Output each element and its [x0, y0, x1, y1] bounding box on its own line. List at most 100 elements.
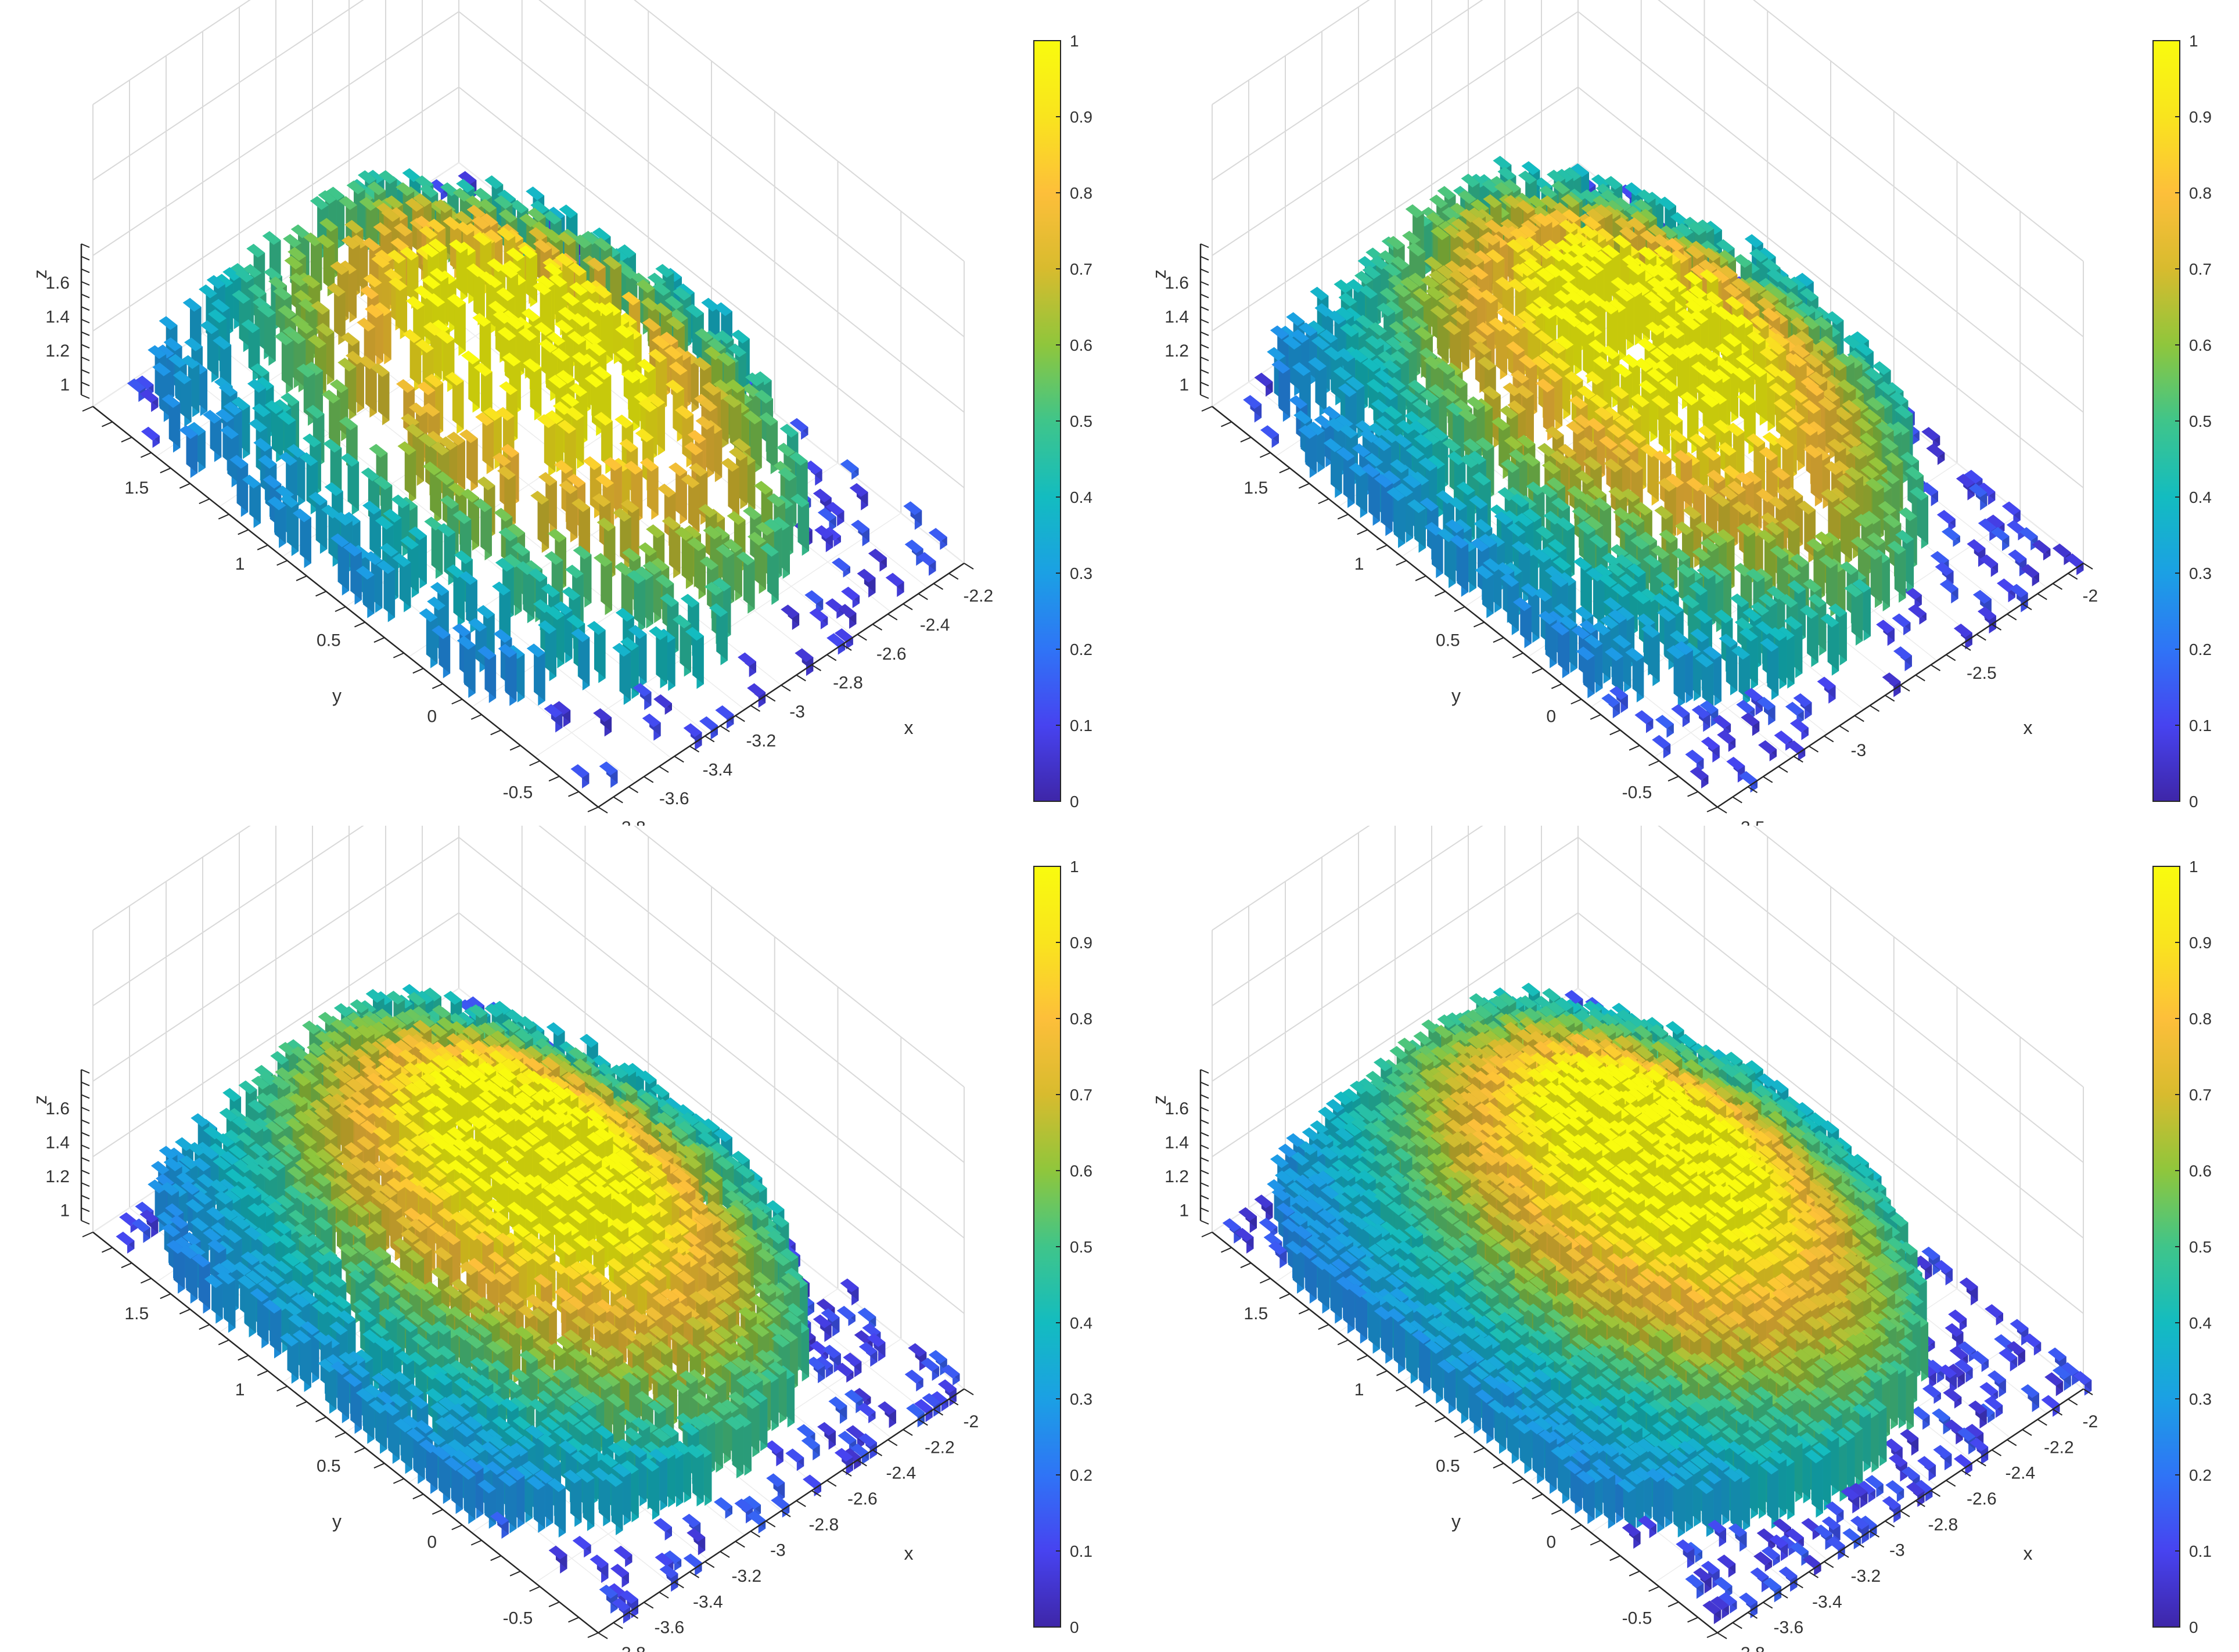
bar-face: [1677, 347, 1690, 405]
bar-top: [222, 1088, 242, 1102]
bar-top: [379, 1015, 398, 1030]
bar-top: [603, 457, 622, 471]
bar-top: [755, 521, 774, 536]
bar-top: [1607, 562, 1625, 577]
bar-top: [1472, 217, 1491, 231]
bar-top: [778, 467, 797, 481]
bar-top: [1742, 607, 1762, 622]
bar-top: [572, 498, 591, 512]
bar-top: [647, 272, 666, 287]
data-bars: [1243, 156, 2084, 793]
bar-top: [1872, 361, 1891, 375]
bar-top: [1569, 395, 1588, 409]
bar-top: [1574, 289, 1593, 304]
bar-face: [1647, 443, 1659, 501]
bar-top: [1579, 620, 1598, 634]
bar-top: [498, 209, 517, 223]
bar-top: [542, 210, 562, 225]
bar-top: [1419, 497, 1439, 512]
bar-top: [1465, 251, 1484, 266]
bar-top: [712, 577, 731, 592]
bar-top: [1626, 512, 1645, 526]
bar-top: [369, 444, 388, 458]
bar-top: [387, 1016, 407, 1030]
bar-top: [457, 636, 476, 650]
bar-top: [355, 566, 375, 580]
bar-top: [488, 300, 507, 315]
bar-top: [270, 1051, 289, 1065]
bar-top: [155, 344, 174, 359]
bar-top: [545, 606, 565, 620]
bar-top: [278, 305, 297, 319]
bar-top: [405, 197, 424, 212]
bar-top: [1585, 371, 1604, 385]
bar-top: [538, 472, 557, 486]
bar-top: [1354, 271, 1373, 285]
bar-top: [1979, 554, 1999, 568]
bar-top: [1386, 236, 1405, 250]
bar-top: [1387, 377, 1406, 391]
bar-top: [355, 1024, 375, 1039]
bar-top: [1717, 250, 1736, 264]
bar-top: [620, 499, 639, 513]
bar-top: [303, 1052, 322, 1067]
bar-top: [1536, 268, 1555, 282]
bar-top: [365, 989, 384, 1003]
bar-top: [384, 195, 403, 210]
bar-top: [452, 188, 472, 202]
bar-top: [1784, 616, 1803, 630]
bar-top: [374, 249, 393, 264]
bar-top: [1681, 316, 1701, 330]
bar-top: [711, 526, 730, 540]
bar-top: [660, 593, 679, 607]
bar-top: [1714, 609, 1733, 624]
bar-top: [1573, 414, 1593, 429]
bar-top: [1306, 422, 1325, 436]
bar-top: [1401, 316, 1421, 330]
bar-top: [767, 493, 785, 508]
bar-top: [1638, 246, 1656, 261]
bar-top: [456, 1012, 475, 1026]
bar-top: [1791, 344, 1810, 358]
bar-face: [239, 290, 251, 348]
bar-top: [1698, 260, 1717, 273]
bar-top: [422, 275, 441, 289]
bar-top: [251, 403, 271, 418]
bar-top: [1580, 244, 1600, 258]
bar-top: [581, 298, 601, 313]
bar-top: [1339, 323, 1359, 337]
bar-top: [533, 281, 552, 296]
bar-top: [731, 329, 750, 344]
bar-top: [1693, 610, 1712, 624]
bar-top: [1601, 693, 1620, 708]
bar-face: [634, 570, 646, 628]
bar-top: [1503, 382, 1522, 397]
bar-top: [832, 557, 850, 572]
bar-top: [573, 545, 592, 560]
bar-top: [1271, 359, 1291, 374]
bar-top: [1385, 336, 1404, 351]
bar-top: [1910, 487, 1929, 501]
bar-top: [303, 232, 322, 247]
bar-top: [1286, 312, 1305, 326]
bar-top: [1776, 486, 1795, 501]
bar-top: [455, 221, 475, 236]
bar-top: [1681, 595, 1700, 609]
bar-top: [1879, 437, 1899, 451]
bar-top: [594, 302, 613, 316]
x-tick-label: -2.5: [1967, 664, 1997, 683]
bar-top: [1865, 478, 1884, 492]
bar-top: [530, 200, 549, 214]
bar-face: [300, 508, 311, 564]
bar-top: [405, 423, 425, 438]
bar-top: [278, 1042, 297, 1056]
bar-top: [653, 303, 673, 316]
bar-top: [172, 370, 192, 384]
bar-top: [1664, 411, 1683, 426]
bar-top: [359, 197, 378, 211]
bar-top: [296, 363, 315, 378]
bar-top: [1450, 311, 1469, 325]
plot-svg-1: -0.500.511.5-3.5-3-2.5-211.21.41.6yxz00.…: [1149, 0, 2212, 826]
bar-top: [1347, 323, 1367, 338]
bar-top: [264, 400, 283, 415]
